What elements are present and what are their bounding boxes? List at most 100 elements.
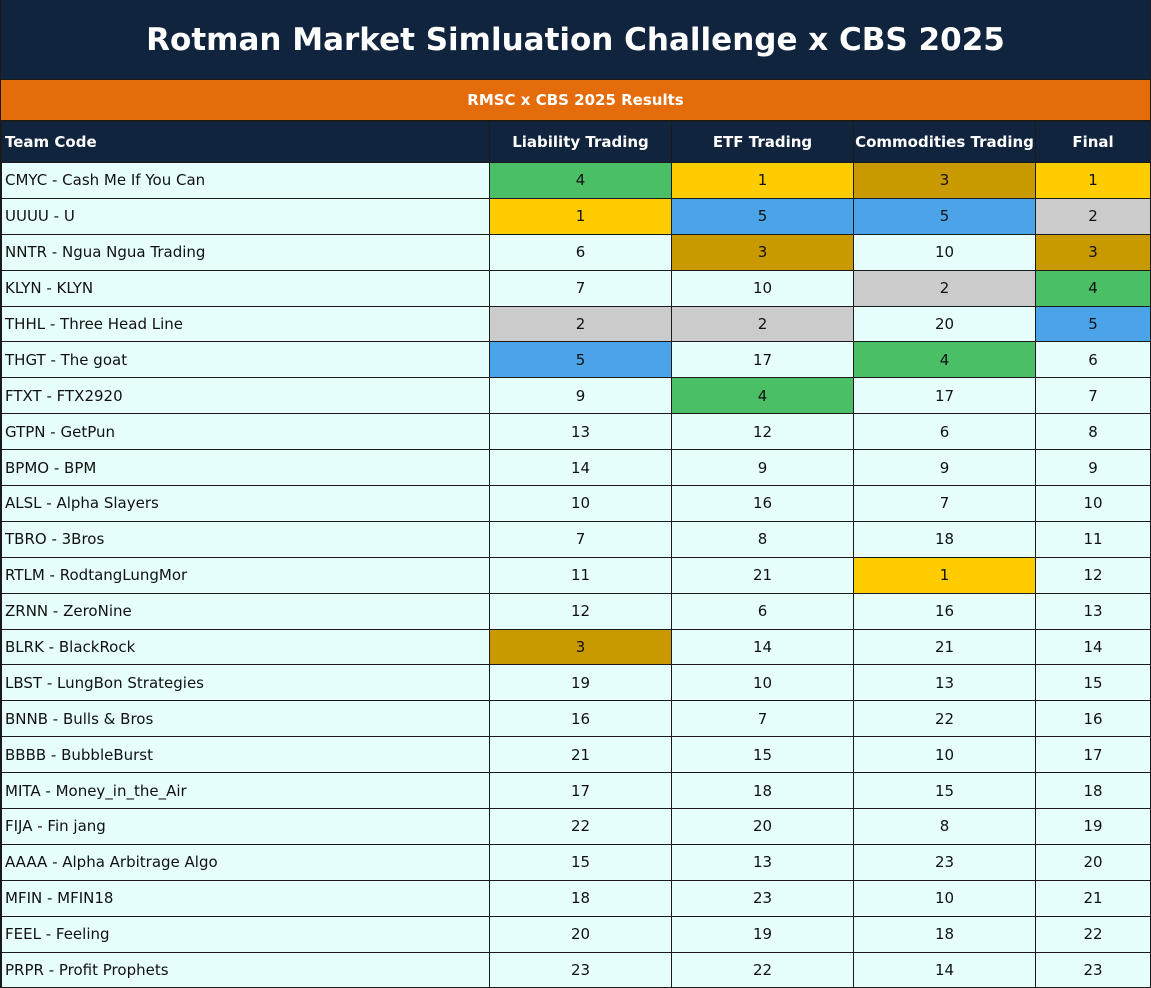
table-row: GTPN - GetPun 13 12 6 8	[1, 413, 1151, 451]
team-cell: MFIN - MFIN18	[1, 879, 490, 917]
table-row: NNTR - Ngua Ngua Trading 6 3 10 3	[1, 233, 1151, 271]
final-rank-cell: 4	[1035, 269, 1151, 307]
liability-rank-cell: 7	[489, 520, 672, 558]
commodities-rank-cell: 1	[853, 556, 1036, 594]
commodities-rank-cell: 13	[853, 664, 1036, 702]
team-cell: LBST - LungBon Strategies	[1, 664, 490, 702]
commodities-rank-cell: 7	[853, 485, 1036, 522]
liability-rank-cell: 9	[489, 377, 672, 415]
liability-rank-cell: 20	[489, 915, 672, 953]
team-cell: CMYC - Cash Me If You Can	[1, 162, 490, 199]
header-row: Team Code Liability Trading ETF Trading …	[1, 121, 1151, 163]
commodities-rank-cell: 10	[853, 736, 1036, 774]
liability-rank-cell: 10	[489, 485, 672, 522]
commodities-rank-cell: 16	[853, 592, 1036, 630]
table-row: FTXT - FTX2920 9 4 17 7	[1, 377, 1151, 415]
commodities-rank-cell: 2	[853, 269, 1036, 307]
header-team-code: Team Code	[1, 121, 490, 163]
final-rank-cell: 16	[1035, 700, 1151, 738]
team-cell: ZRNN - ZeroNine	[1, 592, 490, 630]
liability-rank-cell: 16	[489, 700, 672, 738]
final-rank-cell: 23	[1035, 951, 1151, 988]
table-row: BNNB - Bulls & Bros 16 7 22 16	[1, 700, 1151, 738]
final-rank-cell: 9	[1035, 449, 1151, 487]
liability-rank-cell: 5	[489, 341, 672, 379]
etf-rank-cell: 15	[671, 736, 854, 774]
team-cell: BLRK - BlackRock	[1, 628, 490, 666]
liability-rank-cell: 1	[489, 197, 672, 235]
etf-rank-cell: 13	[671, 843, 854, 881]
team-cell: THGT - The goat	[1, 341, 490, 379]
table-row: THGT - The goat 5 17 4 6	[1, 341, 1151, 379]
liability-rank-cell: 19	[489, 664, 672, 702]
header-commodities-trading: Commodities Trading	[853, 121, 1036, 163]
team-cell: AAAA - Alpha Arbitrage Algo	[1, 843, 490, 881]
commodities-rank-cell: 14	[853, 951, 1036, 988]
commodities-rank-cell: 6	[853, 413, 1036, 451]
commodities-rank-cell: 22	[853, 700, 1036, 738]
commodities-rank-cell: 4	[853, 341, 1036, 379]
final-rank-cell: 7	[1035, 377, 1151, 415]
commodities-rank-cell: 5	[853, 197, 1036, 235]
final-rank-cell: 20	[1035, 843, 1151, 881]
etf-rank-cell: 2	[671, 305, 854, 343]
final-rank-cell: 21	[1035, 879, 1151, 917]
commodities-rank-cell: 18	[853, 915, 1036, 953]
commodities-rank-cell: 23	[853, 843, 1036, 881]
etf-rank-cell: 23	[671, 879, 854, 917]
team-cell: MITA - Money_in_the_Air	[1, 772, 490, 810]
team-cell: BPMO - BPM	[1, 449, 490, 487]
results-table: Team Code Liability Trading ETF Trading …	[1, 121, 1151, 988]
final-rank-cell: 15	[1035, 664, 1151, 702]
liability-rank-cell: 15	[489, 843, 672, 881]
table-row: THHL - Three Head Line 2 2 20 5	[1, 305, 1151, 343]
liability-rank-cell: 17	[489, 772, 672, 810]
commodities-rank-cell: 3	[853, 162, 1036, 199]
etf-rank-cell: 1	[671, 162, 854, 199]
table-row: MFIN - MFIN18 18 23 10 21	[1, 879, 1151, 917]
etf-rank-cell: 21	[671, 556, 854, 594]
table-row: AAAA - Alpha Arbitrage Algo 15 13 23 20	[1, 843, 1151, 881]
etf-rank-cell: 3	[671, 233, 854, 271]
liability-rank-cell: 3	[489, 628, 672, 666]
etf-rank-cell: 7	[671, 700, 854, 738]
team-cell: FEEL - Feeling	[1, 915, 490, 953]
etf-rank-cell: 14	[671, 628, 854, 666]
etf-rank-cell: 17	[671, 341, 854, 379]
commodities-rank-cell: 21	[853, 628, 1036, 666]
final-rank-cell: 2	[1035, 197, 1151, 235]
table-row: PRPR - Profit Prophets 23 22 14 23	[1, 951, 1151, 988]
final-rank-cell: 5	[1035, 305, 1151, 343]
final-rank-cell: 10	[1035, 485, 1151, 522]
team-cell: ALSL - Alpha Slayers	[1, 485, 490, 522]
liability-rank-cell: 6	[489, 233, 672, 271]
table-row: FIJA - Fin jang 22 20 8 19	[1, 808, 1151, 845]
team-cell: PRPR - Profit Prophets	[1, 951, 490, 988]
team-cell: TBRO - 3Bros	[1, 520, 490, 558]
table-row: LBST - LungBon Strategies 19 10 13 15	[1, 664, 1151, 702]
table-row: BPMO - BPM 14 9 9 9	[1, 449, 1151, 487]
etf-rank-cell: 8	[671, 520, 854, 558]
commodities-rank-cell: 17	[853, 377, 1036, 415]
commodities-rank-cell: 15	[853, 772, 1036, 810]
commodities-rank-cell: 8	[853, 808, 1036, 845]
table-row: KLYN - KLYN 7 10 2 4	[1, 269, 1151, 307]
liability-rank-cell: 12	[489, 592, 672, 630]
team-cell: BBBB - BubbleBurst	[1, 736, 490, 774]
final-rank-cell: 8	[1035, 413, 1151, 451]
liability-rank-cell: 13	[489, 413, 672, 451]
header-liability-trading: Liability Trading	[489, 121, 672, 163]
table-row: UUUU - U 1 5 5 2	[1, 197, 1151, 235]
final-rank-cell: 14	[1035, 628, 1151, 666]
team-cell: FTXT - FTX2920	[1, 377, 490, 415]
etf-rank-cell: 5	[671, 197, 854, 235]
final-rank-cell: 1	[1035, 162, 1151, 199]
team-cell: FIJA - Fin jang	[1, 808, 490, 845]
team-cell: KLYN - KLYN	[1, 269, 490, 307]
table-row: TBRO - 3Bros 7 8 18 11	[1, 520, 1151, 558]
final-rank-cell: 22	[1035, 915, 1151, 953]
table-row: ZRNN - ZeroNine 12 6 16 13	[1, 592, 1151, 630]
table-row: CMYC - Cash Me If You Can 4 1 3 1	[1, 162, 1151, 199]
final-rank-cell: 12	[1035, 556, 1151, 594]
